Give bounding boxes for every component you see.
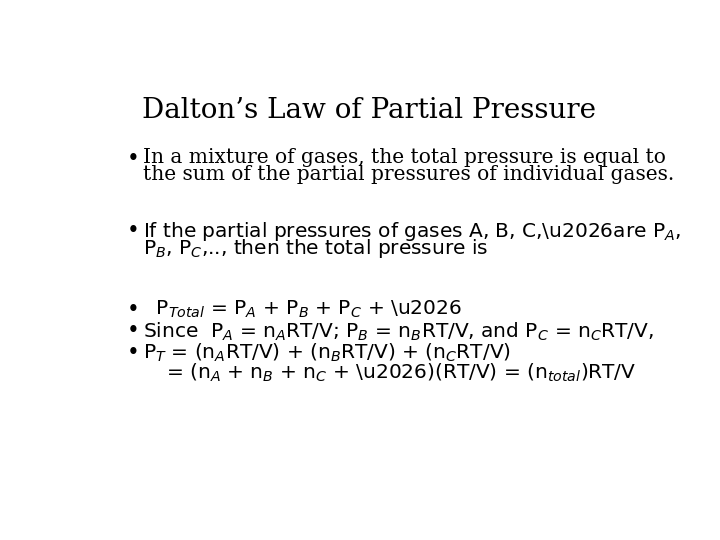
Text: •: • (127, 320, 140, 342)
Text: P$_{Total}$ = P$_A$ + P$_B$ + P$_C$ + \u2026: P$_{Total}$ = P$_A$ + P$_B$ + P$_C$ + \u… (143, 299, 462, 320)
Text: •: • (127, 220, 140, 242)
Text: In a mixture of gases, the total pressure is equal to: In a mixture of gases, the total pressur… (143, 148, 665, 167)
Text: P$_T$ = (n$_A$RT/V) + (n$_B$RT/V) + (n$_C$RT/V): P$_T$ = (n$_A$RT/V) + (n$_B$RT/V) + (n$_… (143, 342, 510, 364)
Text: If the partial pressures of gases A, B, C,\u2026are P$_A$,: If the partial pressures of gases A, B, … (143, 220, 681, 244)
Text: Since  P$_A$ = n$_A$RT/V; P$_B$ = n$_B$RT/V, and P$_C$ = n$_C$RT/V,: Since P$_A$ = n$_A$RT/V; P$_B$ = n$_B$RT… (143, 320, 654, 343)
Text: •: • (127, 299, 140, 321)
Text: the sum of the partial pressures of individual gases.: the sum of the partial pressures of indi… (143, 165, 674, 184)
Text: Dalton’s Law of Partial Pressure: Dalton’s Law of Partial Pressure (142, 97, 596, 124)
Text: P$_B$, P$_C$,.., then the total pressure is: P$_B$, P$_C$,.., then the total pressure… (143, 237, 488, 260)
Text: •: • (127, 342, 140, 364)
Text: = (n$_A$ + n$_B$ + n$_C$ + \u2026)(RT/V) = (n$_{total}$)RT/V: = (n$_A$ + n$_B$ + n$_C$ + \u2026)(RT/V)… (166, 362, 636, 384)
Text: •: • (127, 148, 140, 170)
